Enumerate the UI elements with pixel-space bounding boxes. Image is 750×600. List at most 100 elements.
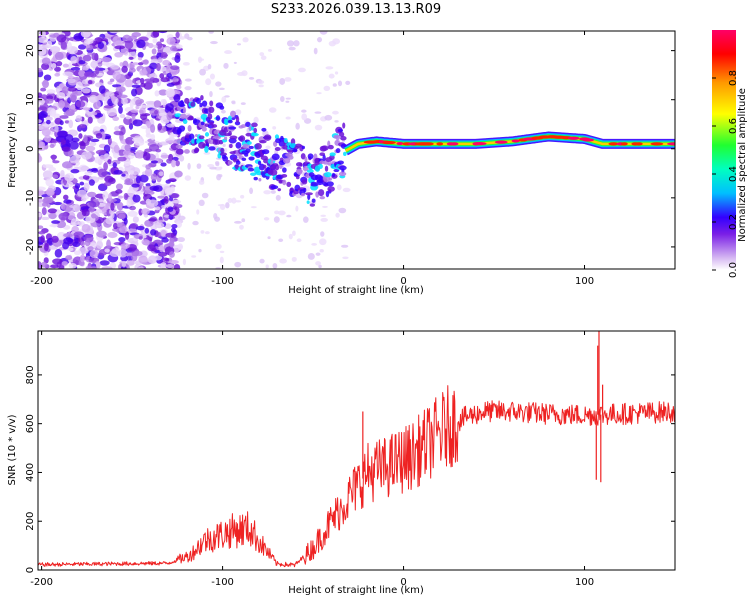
spectrogram-noise-cell — [126, 198, 132, 208]
spectrogram-signal-cell — [253, 127, 258, 134]
spectrogram-signal-cell — [270, 185, 279, 190]
spectrogram-signal-cell — [282, 179, 287, 186]
spectrogram-noise-cell — [284, 77, 292, 82]
spectrogram-noise-cell — [288, 46, 296, 51]
spectrogram-noise-cell — [207, 64, 212, 70]
spectrogram-noise-cell — [160, 229, 167, 237]
spectrogram-noise-cell — [95, 66, 100, 75]
spectrogram-noise-cell — [175, 160, 180, 167]
spectrogram-noise-cell — [85, 44, 94, 51]
spectrogram-noise-cell — [172, 77, 178, 83]
spectrogram-noise-cell — [199, 68, 206, 76]
spectrogram-noise-cell — [105, 92, 115, 97]
spectrogram-signal-cell — [309, 203, 316, 207]
spectrogram-noise-cell — [114, 126, 120, 131]
spectrogram-signal-cell — [179, 113, 187, 119]
spectrogram-signal-cell — [235, 116, 240, 123]
spectrogram-noise-cell — [70, 67, 81, 71]
spectrogram-noise-cell — [166, 73, 172, 78]
spectrogram-noise-cell — [95, 132, 103, 139]
spectrogram-noise-cell — [138, 62, 144, 66]
spectrogram-peak-cell — [620, 142, 628, 146]
spectrogram-signal-cell — [301, 179, 308, 185]
spectrogram-noise-cell — [119, 113, 126, 119]
spectrogram-noise-cell — [145, 133, 152, 138]
spectrogram-noise-cell — [101, 266, 113, 269]
spectrogram-noise-cell — [79, 254, 85, 263]
spectrogram-signal-cell — [215, 139, 221, 145]
spectrogram-noise-cell — [44, 134, 52, 143]
spectrogram-signal-cell — [338, 131, 345, 138]
spectrogram-noise-cell — [179, 155, 185, 162]
snr-y-tick-label: 0 — [25, 567, 36, 573]
spectrogram-noise-cell — [80, 206, 91, 211]
spectrogram-noise-cell — [231, 197, 237, 204]
spectrogram-noise-cell — [144, 227, 150, 234]
spectrogram-noise-cell — [209, 73, 215, 80]
spectrogram-noise-cell — [70, 56, 78, 64]
spectrogram-noise-cell — [50, 264, 59, 269]
colorbar-tick-label: 0.2 — [728, 214, 739, 230]
spectrogram-noise-cell — [107, 192, 113, 202]
snr-y-tick-label: 800 — [25, 365, 36, 384]
spectrogram-noise-cell — [40, 235, 45, 243]
spectrogram-noise-cell — [267, 236, 271, 240]
spectrogram-noise-cell — [314, 111, 322, 114]
spectrogram-noise-cell — [131, 88, 138, 97]
spectrogram-signal-cell — [295, 175, 300, 180]
spectrogram-noise-cell — [49, 46, 61, 53]
spectrogram-noise-cell — [128, 205, 136, 211]
spectrogram-noise-cell — [131, 113, 136, 119]
spectrogram-noise-cell — [341, 244, 349, 248]
spectrogram-noise-cell — [215, 81, 222, 87]
spectrogram-noise-cell — [135, 150, 145, 159]
spectrogram-noise-cell — [109, 78, 115, 83]
spectrogram-noise-cell — [82, 54, 92, 62]
spectrogram-noise-cell — [51, 154, 56, 162]
spectrogram-noise-cell — [46, 40, 53, 48]
spectrogram-noise-cell — [63, 194, 69, 200]
spectrogram-noise-cell — [140, 77, 145, 85]
spectrogram-noise-cell — [49, 224, 58, 228]
spectrogram-noise-cell — [90, 60, 99, 69]
snr-line — [38, 385, 675, 568]
spectrogram-signal-cell — [274, 146, 281, 151]
spectrogram-noise-cell — [61, 261, 68, 266]
spectrogram-signal-cell — [310, 183, 319, 187]
spectrogram-noise-cell — [224, 95, 230, 98]
spectrogram-signal-cell — [201, 100, 208, 107]
spectrogram-signal-cell — [201, 126, 207, 132]
spectrogram-signal-cell — [246, 141, 252, 145]
spectrogram-signal-cell — [233, 157, 237, 163]
spectrogram-noise-cell — [170, 45, 178, 52]
spectrogram-noise-cell — [142, 152, 151, 161]
spectrogram-peak-cell — [667, 142, 675, 146]
spectrogram-noise-cell — [198, 248, 202, 253]
spectrogram-signal-cell — [261, 149, 270, 155]
spectrogram-signal-cell — [343, 151, 347, 156]
spectrogram-noise-cell — [129, 222, 139, 230]
spectrogram-signal-cell — [238, 135, 246, 142]
spectrogram-noise-cell — [259, 52, 265, 57]
spectrogram-noise-cell — [149, 77, 156, 82]
spectrogram-noise-cell — [196, 163, 202, 169]
spectrogram-noise-cell — [138, 255, 148, 264]
spectrogram-noise-cell — [174, 170, 183, 178]
spectrogram-noise-cell — [158, 251, 168, 257]
colorbar-tick-label: 0.6 — [728, 118, 739, 134]
spectrogram-noise-cell — [320, 231, 325, 237]
spectrogram-noise-cell — [79, 181, 85, 186]
spectrogram-noise-cell — [81, 224, 91, 233]
spectrogram-noise-cell — [114, 45, 126, 50]
spectrogram-noise-cell — [117, 195, 124, 199]
chart-title: S233.2026.039.13.13.R09 — [271, 2, 441, 17]
spectrogram-noise-cell — [320, 214, 327, 218]
spectrogram-noise-cell — [334, 120, 339, 123]
spectrogram-noise-cell — [158, 89, 168, 96]
spectrogram-noise-cell — [92, 112, 98, 116]
spectrogram-noise-cell — [249, 187, 254, 195]
spectrogram-signal-cell — [263, 134, 272, 141]
spectrogram-noise-cell — [153, 44, 158, 49]
spectrogram-signal-cell — [250, 132, 259, 137]
spectrogram-signal-cell — [258, 178, 262, 182]
